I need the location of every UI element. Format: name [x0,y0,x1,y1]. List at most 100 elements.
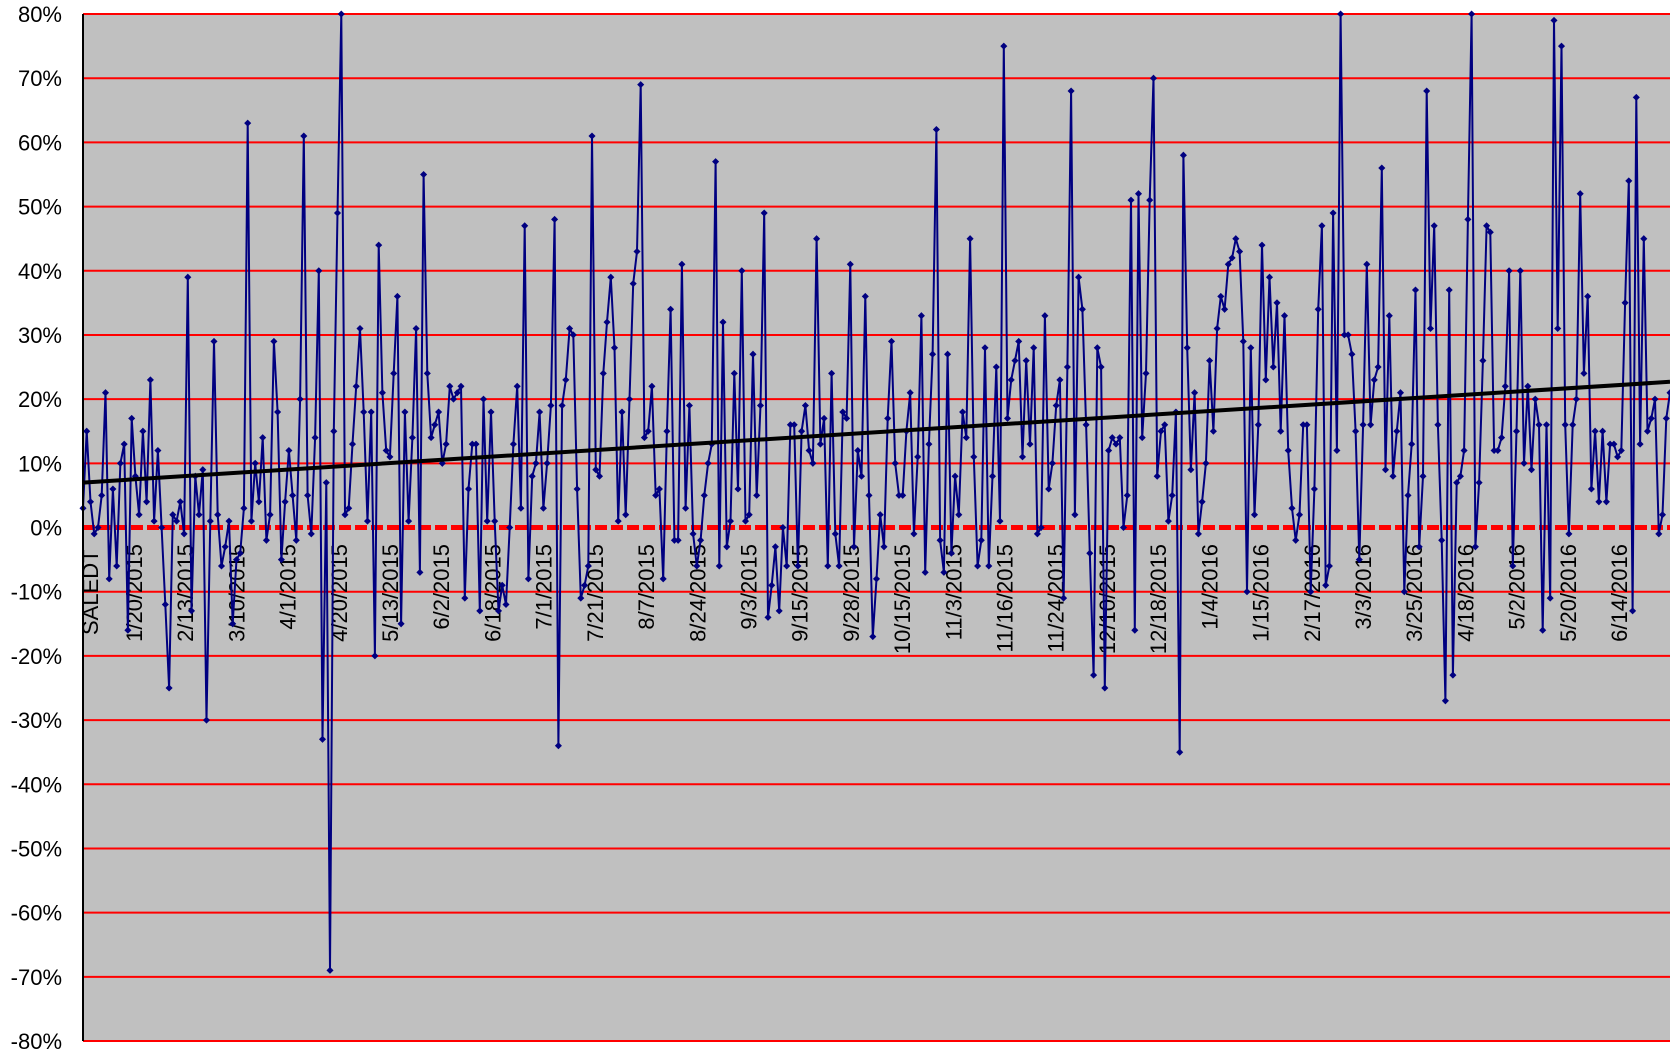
data-point [599,369,607,377]
x-axis-title: SALEDT [78,549,103,635]
data-point [502,600,510,609]
data-point [217,562,226,570]
x-tick-label: 5/2/2016 [1505,544,1530,630]
data-point [1011,357,1019,365]
data-point [187,607,196,615]
data-point [158,523,166,532]
data-point [547,401,555,410]
data-point [914,453,922,461]
y-tick-label: 40% [18,259,62,284]
data-point [854,446,862,455]
data-point [146,376,154,384]
y-tick-label: 70% [18,66,62,91]
y-tick-label: 0% [30,516,62,541]
x-tick-label: 9/28/2015 [839,544,864,642]
data-point [86,498,95,506]
data-point [442,440,450,448]
data-point [663,427,671,435]
data-point [161,600,169,609]
data-point [813,235,821,243]
data-point [895,491,903,499]
y-tick-label: 10% [18,451,62,476]
data-point [509,440,517,448]
data-point [116,459,124,467]
data-point [154,446,162,455]
data-point [318,735,327,743]
data-point [143,498,151,506]
data-point [210,337,218,345]
data-point [831,530,839,538]
data-point [195,511,203,519]
data-point [655,485,663,493]
data-point [614,517,622,525]
data-point [551,215,559,223]
data-point [221,543,229,551]
data-point [685,401,693,410]
data-point [262,536,270,544]
y-tick-label: -20% [11,644,62,669]
data-point [674,536,682,544]
x-tick-label: 10/15/2015 [890,544,915,654]
data-point [779,523,787,532]
data-point [775,607,783,615]
data-point [113,562,121,570]
data-point [670,536,678,544]
data-point [981,344,989,352]
data-point [348,440,357,448]
data-point [861,292,869,300]
data-point [801,401,809,410]
y-tick-label: 60% [18,130,62,155]
data-point [764,613,772,621]
data-point [835,562,843,570]
data-point [693,562,701,570]
data-point [184,273,192,281]
data-point [202,716,211,724]
data-point [539,504,547,512]
data-point [936,536,944,544]
data-point [416,568,424,576]
data-point [1015,337,1023,345]
data-point [573,485,581,493]
data-point [816,440,824,448]
data-point [423,369,431,377]
data-point [274,408,282,416]
x-tick-label: 4/1/2015 [276,544,301,630]
y-tick-label: 80% [18,2,62,27]
y-tick-label: -70% [11,965,62,990]
data-point [689,530,697,538]
data-point [637,81,645,89]
x-tick-label: 5/13/2015 [378,544,403,642]
data-point [390,369,398,377]
data-point [487,408,495,416]
data-point [828,369,836,377]
data-point [625,395,634,403]
data-point [83,427,91,435]
data-point [622,511,630,519]
data-point [341,511,349,519]
data-point [962,434,970,442]
data-point [304,491,312,499]
data-point [947,549,955,557]
data-point [839,408,847,416]
data-point [289,491,297,499]
x-tick-label: 3/3/2016 [1351,544,1376,630]
x-tick-label: 11/16/2015 [993,544,1018,652]
data-point [925,440,933,448]
data-point [427,434,435,442]
data-point [726,517,735,525]
data-point [165,684,173,692]
data-point [798,427,806,435]
data-point [652,491,660,499]
data-point [517,504,525,512]
x-tick-label: 8/7/2015 [634,544,659,630]
x-tick-label: 7/1/2015 [532,544,557,630]
data-point [783,562,791,570]
data-point [449,395,458,403]
x-axis-tick-labels: 1/20/2015 2/13/2015 3/10/2015 4/1/2015 4/20/… [122,544,1632,654]
data-point [723,543,731,551]
data-point [678,260,686,268]
data-point [225,517,233,525]
data-point [719,318,727,326]
data-point [176,498,184,506]
